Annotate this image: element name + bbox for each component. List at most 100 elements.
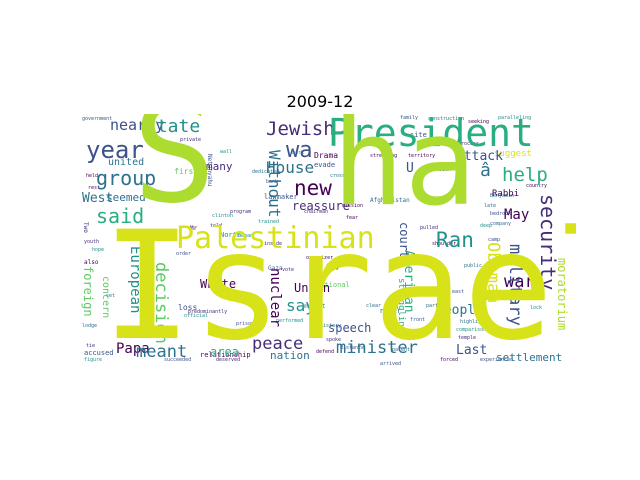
cloud-word: accused bbox=[84, 349, 114, 357]
cloud-word: official bbox=[184, 313, 209, 319]
cloud-word: struggling bbox=[396, 278, 406, 333]
cloud-word: deserved bbox=[216, 357, 241, 363]
cloud-word: S bbox=[132, 114, 217, 235]
cloud-word: mark bbox=[292, 150, 305, 156]
cloud-word: Jewish bbox=[266, 118, 335, 140]
cloud-word: company bbox=[490, 221, 512, 227]
cloud-word: Drama bbox=[314, 151, 339, 160]
cloud-word: bedrock bbox=[490, 211, 512, 217]
cloud-word: Afghanistan bbox=[370, 197, 410, 204]
cloud-word: private bbox=[180, 137, 202, 143]
cloud-word: defend bbox=[316, 349, 335, 355]
cloud-word: forced bbox=[440, 357, 459, 363]
cloud-word: military bbox=[505, 244, 525, 326]
cloud-word: West bbox=[82, 191, 114, 206]
cloud-word: foreign bbox=[81, 266, 95, 317]
cloud-word: lawmaker bbox=[264, 193, 298, 201]
cloud-word: area bbox=[210, 345, 239, 359]
cloud-word: group bbox=[96, 166, 157, 190]
cloud-word: country bbox=[526, 183, 548, 189]
cloud-word: seeking bbox=[468, 119, 490, 125]
cloud-word: tie bbox=[86, 343, 96, 349]
cloud-word: Papa bbox=[116, 341, 150, 357]
cloud-word: comparison bbox=[456, 327, 487, 333]
cloud-word: year bbox=[86, 136, 144, 164]
cloud-word: performed bbox=[276, 318, 304, 324]
cloud-word: late bbox=[484, 203, 497, 209]
cloud-word: wa bbox=[286, 138, 313, 163]
cloud-word: war bbox=[504, 272, 535, 292]
cloud-word: â bbox=[480, 160, 491, 181]
cloud-word: nuclear bbox=[267, 268, 283, 328]
cloud-word: experienced bbox=[480, 357, 514, 363]
cloud-word: Netanyahu bbox=[206, 154, 213, 187]
cloud-word: state bbox=[146, 116, 201, 137]
cloud-word: fear bbox=[346, 215, 359, 221]
cloud-word: court bbox=[397, 222, 411, 259]
cloud-word: House bbox=[266, 158, 315, 177]
cloud-word: White bbox=[200, 277, 237, 291]
cloud-word: set bbox=[106, 293, 116, 299]
cloud-word: decision bbox=[151, 262, 171, 344]
figure-title: 2009-12 bbox=[286, 92, 354, 111]
cloud-word: moratorium bbox=[555, 258, 569, 331]
cloud-word: public bbox=[464, 263, 483, 269]
cloud-word: Israel bbox=[102, 200, 576, 368]
cloud-word: loss bbox=[178, 303, 198, 312]
cloud-word: process bbox=[458, 141, 480, 147]
cloud-word: paralleling bbox=[498, 115, 532, 121]
cloud-word: camp bbox=[488, 237, 501, 243]
cloud-word: history bbox=[320, 323, 342, 329]
cloud-word: front bbox=[410, 317, 426, 323]
cloud-word: speech bbox=[328, 321, 372, 335]
cloud-word: Ran bbox=[436, 228, 474, 252]
cloud-word: program bbox=[230, 209, 252, 215]
cloud-word: territory bbox=[408, 153, 436, 159]
cloud-word: many bbox=[206, 160, 233, 173]
cloud-word: pulled bbox=[420, 225, 439, 231]
cloud-word: predominantly bbox=[188, 309, 228, 315]
cloud-word: first bbox=[174, 167, 199, 176]
cloud-word: deep bbox=[480, 223, 493, 229]
cloud-word: say bbox=[286, 296, 315, 315]
cloud-word: meant bbox=[136, 342, 188, 362]
cloud-word: concern bbox=[100, 276, 111, 319]
cloud-word: order bbox=[176, 251, 192, 257]
cloud-word: suggest bbox=[494, 149, 532, 159]
cloud-word: Benjamin bbox=[490, 193, 515, 199]
cloud-word: Without bbox=[265, 150, 284, 218]
cloud-word: people bbox=[436, 303, 483, 318]
cloud-word: nation bbox=[270, 349, 310, 362]
cloud-word: chairman bbox=[304, 209, 329, 215]
cloud-word: North bbox=[220, 231, 242, 239]
cloud-word: held bbox=[86, 173, 99, 179]
cloud-word: ha bbox=[332, 114, 477, 233]
cloud-word: began bbox=[238, 233, 254, 239]
cloud-word: also bbox=[84, 259, 99, 266]
cloud-word: trained bbox=[258, 219, 280, 225]
cloud-word: national bbox=[316, 281, 350, 289]
cloud-word: Mr bbox=[190, 225, 198, 232]
cloud-word: Two bbox=[82, 222, 89, 233]
cloud-word: Last bbox=[456, 343, 488, 358]
cloud-word: united bbox=[108, 157, 145, 168]
cloud-word: lock bbox=[530, 305, 543, 311]
cloud-word: Palestinian bbox=[176, 221, 375, 256]
cloud-word: nearly bbox=[110, 116, 165, 134]
cloud-word: settlement bbox=[496, 351, 563, 364]
cloud-word: minister bbox=[336, 338, 418, 358]
cloud-word: succeeded bbox=[164, 357, 192, 363]
cloud-word: seemed bbox=[106, 191, 146, 204]
cloud-word: shoulder bbox=[432, 241, 457, 247]
cloud-word: government bbox=[82, 116, 113, 122]
cloud-word: clear bbox=[366, 303, 382, 309]
cloud-word: Gaza bbox=[268, 265, 283, 272]
cloud-word: mission bbox=[342, 203, 364, 209]
cloud-word: U bbox=[406, 161, 414, 176]
cloud-word: day bbox=[326, 261, 341, 270]
cloud-word: security bbox=[536, 194, 560, 291]
cloud-word: part bbox=[426, 303, 439, 309]
cloud-word: bank bbox=[266, 179, 279, 185]
cloud-word: distance bbox=[340, 345, 365, 351]
cloud-word: hope bbox=[92, 247, 105, 253]
